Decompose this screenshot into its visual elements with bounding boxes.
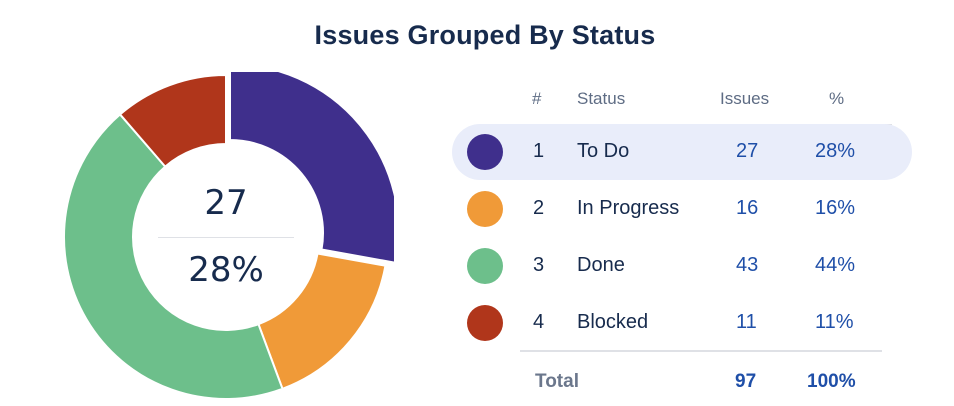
chart-title: Issues Grouped By Status xyxy=(314,20,656,50)
donut-center-divider xyxy=(158,237,294,238)
row-issues: 16 xyxy=(736,197,759,219)
legend-dot xyxy=(467,191,503,227)
legend-dot xyxy=(467,305,503,341)
row-highlight xyxy=(452,124,912,180)
total-issues: 97 xyxy=(735,371,757,392)
row-issues: 43 xyxy=(736,254,759,276)
row-status: To Do xyxy=(577,140,630,162)
donut-slice-to-do[interactable] xyxy=(229,72,394,264)
header-status: Status xyxy=(577,89,626,108)
header-issues: Issues xyxy=(720,89,770,108)
row-percent: 44% xyxy=(815,254,856,276)
legend-dot xyxy=(467,248,503,284)
header-percent: % xyxy=(829,89,845,108)
row-percent: 16% xyxy=(815,197,856,219)
header-index: # xyxy=(532,89,542,108)
total-divider xyxy=(520,350,882,352)
total-label: Total xyxy=(535,371,579,392)
row-percent: 28% xyxy=(815,140,856,162)
row-issues: 27 xyxy=(736,140,759,162)
donut-chart xyxy=(64,72,394,400)
row-status: Done xyxy=(577,254,625,276)
row-index: 3 xyxy=(533,254,545,276)
row-index: 1 xyxy=(533,140,545,162)
legend-dot xyxy=(467,134,503,170)
donut-slice-blocked[interactable] xyxy=(119,74,227,168)
row-index: 2 xyxy=(533,197,545,219)
row-index: 4 xyxy=(533,311,545,333)
donut-center-value: 27 xyxy=(204,183,248,223)
row-status: Blocked xyxy=(577,311,649,333)
donut-center-percent: 28% xyxy=(188,250,264,290)
row-issues: 11 xyxy=(736,311,757,333)
row-status: In Progress xyxy=(577,197,680,219)
donut-slice-done[interactable] xyxy=(64,113,284,400)
row-percent: 11% xyxy=(815,311,854,333)
total-percent: 100% xyxy=(807,371,856,392)
